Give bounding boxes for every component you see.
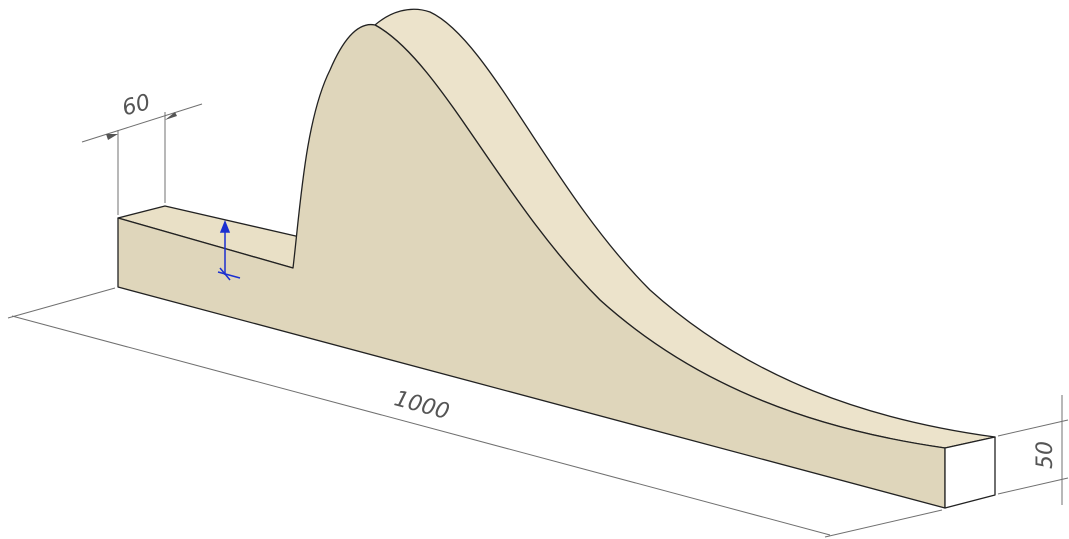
- front-face: [118, 25, 945, 508]
- dimension-label: 50: [1033, 441, 1058, 469]
- page: 60 1000 50 (() => { const data = JSON.pa…: [0, 0, 1069, 539]
- end-face: [945, 437, 995, 508]
- dimension-label: 1000: [391, 386, 452, 425]
- dimension-60: 60: [82, 90, 202, 215]
- dimension-50: 50: [998, 395, 1068, 505]
- dimension-label: 60: [120, 90, 154, 121]
- cad-view: 60 1000 50: [0, 0, 1069, 539]
